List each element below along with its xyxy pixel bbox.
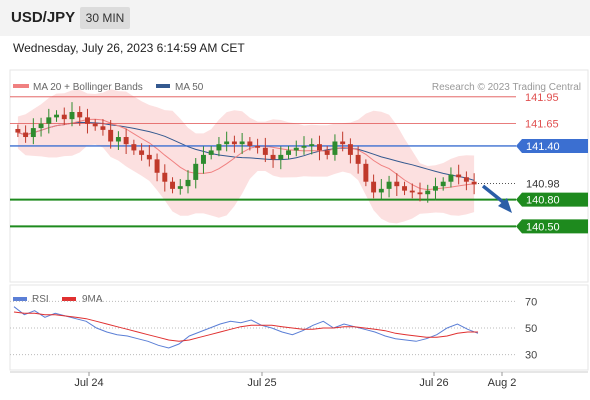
candle [463,171,469,191]
interval-button[interactable]: 30 MIN [80,7,130,29]
candle [84,108,90,134]
candle [216,137,222,157]
ma50-line [17,121,475,181]
candle [409,183,415,199]
candle [131,139,137,155]
candle [456,164,462,185]
candle [340,131,346,152]
candle [115,131,121,150]
ma50-legend-swatch [156,84,170,88]
rsi-ma-legend-swatch [62,297,76,301]
candle [247,137,253,151]
rsi-tick-30: 30 [525,350,537,362]
candle [286,145,292,160]
candle [316,135,322,161]
research-credit: Research © 2023 Trading Central [432,82,581,93]
x-tick-label: Aug 2 [488,377,517,389]
candle [123,128,129,154]
rsi-line [13,306,479,349]
candle [448,167,454,188]
candle [471,173,477,195]
candle [293,140,299,157]
candle [301,136,307,155]
candle [177,179,183,195]
candle [146,145,152,167]
candle [432,177,438,201]
rsi-ma-legend-label: 9MA [82,294,103,305]
rsi-legend-label: RSI [32,294,49,305]
candle [347,138,353,164]
candle [239,133,245,154]
level-label-141.95: 141.95 [525,92,559,104]
x-tick-label: Jul 26 [419,377,448,389]
level-label-140.80: 140.80 [526,195,560,207]
candle [162,164,168,192]
ma20-line [17,118,475,191]
chart-timestamp: Wednesday, July 26, 2023 6:14:59 AM CET [13,41,245,55]
candle [224,131,230,152]
candle [425,184,431,203]
rsi-tick-70: 70 [525,296,537,308]
level-label-140.50: 140.50 [526,221,560,233]
candle [61,107,67,125]
candle [417,182,423,202]
candle [23,125,29,143]
candle [355,146,361,174]
current-price-label: 140.98 [526,178,560,190]
candle [30,118,36,145]
candle [54,110,60,122]
level-tag-140.50 [516,219,588,234]
candle [200,146,206,174]
ma20-legend-label: MA 20 + Bollinger Bands [33,82,143,93]
candle [394,173,400,196]
candle [363,159,369,187]
candle [154,153,160,182]
candle [100,119,106,136]
candle [332,134,338,161]
candle [278,146,284,170]
forecast-arrow [481,184,512,213]
level-tag-140.80 [516,192,588,207]
symbol-title: USD/JPY [11,9,76,26]
candle [378,179,384,200]
x-tick-label: Jul 25 [247,377,276,389]
ma20-legend-swatch [13,84,29,88]
candle [77,106,83,126]
candle [402,181,408,196]
x-tick-label: Jul 24 [74,377,103,389]
candle [309,138,315,155]
level-label-141.40: 141.40 [526,141,560,153]
candle [371,174,377,199]
top-bar: USD/JPY 30 MIN [0,0,590,36]
candle [170,177,176,194]
candle [324,145,330,160]
candle [185,170,191,194]
bollinger-band-area [17,89,475,224]
candle [193,158,199,189]
candle [139,143,145,161]
rsi-legend-swatch [13,297,27,301]
ma50-legend-label: MA 50 [175,82,204,93]
level-label-141.65: 141.65 [525,119,559,131]
candle [208,145,214,160]
candle [255,138,261,154]
candle [15,124,21,138]
candle [231,135,237,153]
main-panel-frame [9,69,589,283]
candle [262,137,268,163]
candle [92,119,98,131]
rsi-tick-50: 50 [525,323,537,335]
current-price-tag [517,176,587,190]
candle [440,177,446,191]
candle [46,108,52,134]
candle [69,102,75,127]
candle [108,120,114,149]
rsi-ma-line [13,311,478,342]
candle [38,117,44,137]
candle [386,175,392,198]
candle [270,149,276,168]
level-tag-141.40 [516,138,588,153]
